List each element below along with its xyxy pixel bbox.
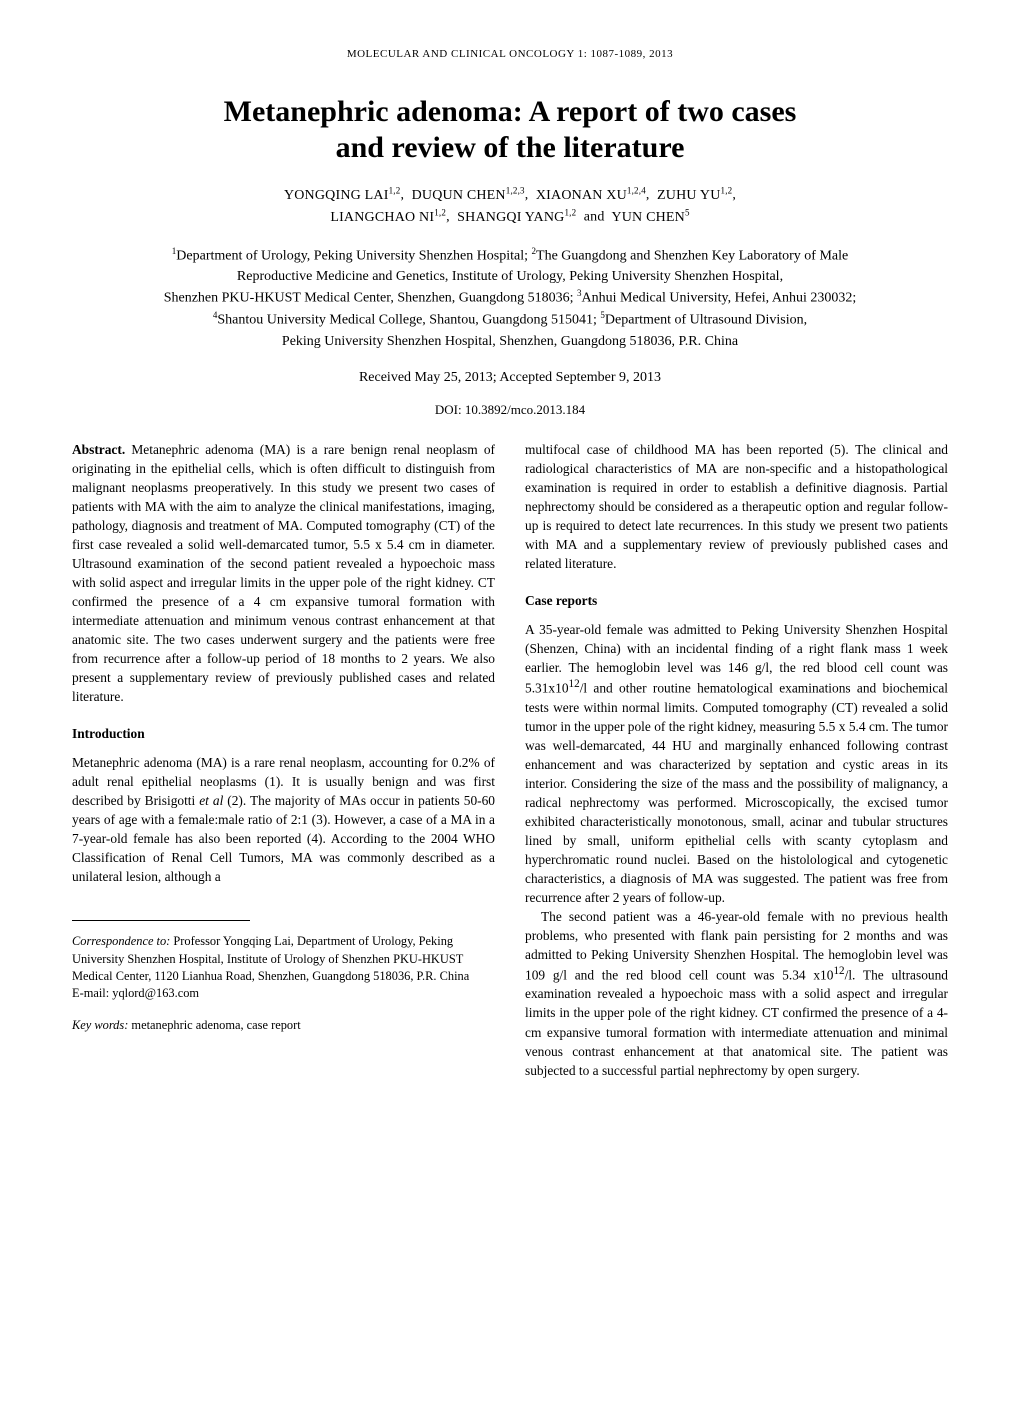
author: YUN CHEN5: [611, 210, 689, 225]
keywords-label: Key words:: [72, 1018, 128, 1032]
affiliation-line: Shenzhen PKU-HKUST Medical Center, Shenz…: [72, 287, 948, 309]
author: DUQUN CHEN1,2,3: [412, 188, 525, 203]
affiliation-line: Peking University Shenzhen Hospital, She…: [72, 331, 948, 352]
author-list: YONGQING LAI1,2, DUQUN CHEN1,2,3, XIAONA…: [72, 184, 948, 229]
title-line-2: and review of the literature: [72, 130, 948, 166]
affiliation-line: Reproductive Medicine and Genetics, Inst…: [72, 266, 948, 287]
left-column: Abstract. Metanephric adenoma (MA) is a …: [72, 440, 495, 1080]
keywords-body: metanephric adenoma, case report: [128, 1018, 300, 1032]
right-column: multifocal case of childhood MA has been…: [525, 440, 948, 1080]
author: LIANGCHAO NI1,2: [330, 210, 446, 225]
received-accepted-dates: Received May 25, 2013; Accepted Septembe…: [72, 370, 948, 386]
correspondence-label: Correspondence to:: [72, 934, 170, 948]
doi: DOI: 10.3892/mco.2013.184: [72, 402, 948, 418]
affiliation-line: 1Department of Urology, Peking Universit…: [72, 245, 948, 267]
correspondence-email: E-mail: yqlord@163.com: [72, 985, 495, 1002]
correspondence-block: Correspondence to: Professor Yongqing La…: [72, 933, 495, 1002]
two-column-body: Abstract. Metanephric adenoma (MA) is a …: [72, 440, 948, 1080]
running-head: MOLECULAR AND CLINICAL ONCOLOGY 1: 1087-…: [72, 48, 948, 60]
author: SHANGQI YANG1,2: [457, 210, 576, 225]
author: YONGQING LAI1,2: [284, 188, 401, 203]
abstract-paragraph: Abstract. Metanephric adenoma (MA) is a …: [72, 440, 495, 706]
continuation-paragraph: multifocal case of childhood MA has been…: [525, 440, 948, 573]
article-title: Metanephric adenoma: A report of two cas…: [72, 94, 948, 166]
case-report-paragraph-2: The second patient was a 46-year-old fem…: [525, 907, 948, 1080]
section-heading-introduction: Introduction: [72, 724, 495, 743]
correspondence-rule: [72, 920, 250, 921]
abstract-text: Metanephric adenoma (MA) is a rare benig…: [72, 442, 495, 704]
affiliations: 1Department of Urology, Peking Universit…: [72, 245, 948, 352]
abstract-label: Abstract.: [72, 442, 125, 457]
author: ZUHU YU1,2: [657, 188, 732, 203]
keywords-block: Key words: metanephric adenoma, case rep…: [72, 1017, 495, 1034]
affiliation-line: 4Shantou University Medical College, Sha…: [72, 309, 948, 331]
section-heading-case-reports: Case reports: [525, 591, 948, 610]
title-line-1: Metanephric adenoma: A report of two cas…: [72, 94, 948, 130]
introduction-paragraph: Metanephric adenoma (MA) is a rare renal…: [72, 753, 495, 886]
case-report-paragraph-1: A 35-year-old female was admitted to Pek…: [525, 620, 948, 907]
author: XIAONAN XU1,2,4: [536, 188, 646, 203]
